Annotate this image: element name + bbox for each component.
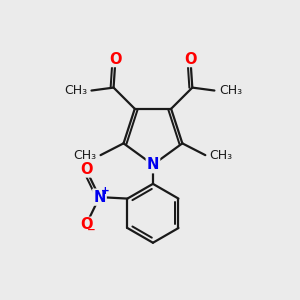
Text: O: O [80,162,92,177]
Text: CH₃: CH₃ [64,84,87,97]
Text: N: N [147,157,159,172]
Text: CH₃: CH₃ [73,148,96,162]
Text: O: O [184,52,197,67]
Text: CH₃: CH₃ [210,148,233,162]
Text: N: N [93,190,106,205]
Text: +: + [101,186,110,196]
Text: O: O [80,217,92,232]
Text: O: O [109,52,121,67]
Text: −: − [87,224,96,235]
Text: CH₃: CH₃ [219,84,242,97]
